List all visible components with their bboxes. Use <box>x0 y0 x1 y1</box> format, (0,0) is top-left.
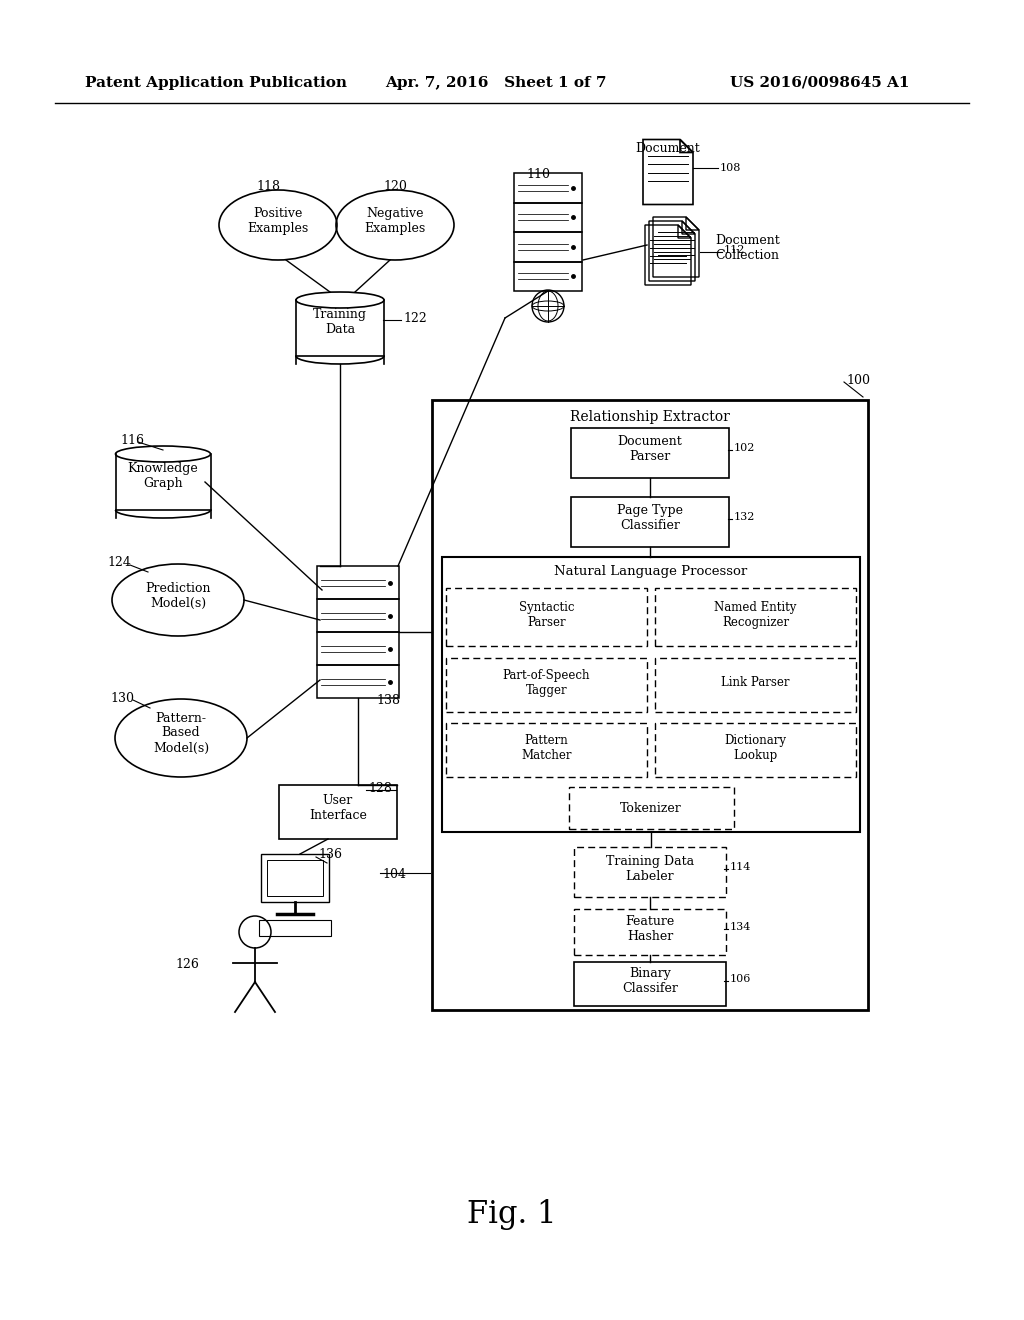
Bar <box>446 723 647 777</box>
Bar <box>514 261 582 290</box>
Text: 120: 120 <box>383 181 407 194</box>
Text: Pattern-
Based
Model(s): Pattern- Based Model(s) <box>153 711 209 755</box>
Bar <box>571 498 729 546</box>
Text: 102: 102 <box>734 444 756 453</box>
Text: 110: 110 <box>526 168 550 181</box>
Text: Document
Collection: Document Collection <box>715 234 779 261</box>
Text: 126: 126 <box>175 958 199 972</box>
Text: 118: 118 <box>256 181 280 194</box>
Text: Binary
Classifer: Binary Classifer <box>622 968 678 995</box>
Text: Link Parser: Link Parser <box>721 676 790 689</box>
Bar <box>514 173 582 202</box>
Bar <box>574 909 726 954</box>
Text: 108: 108 <box>720 162 741 173</box>
Text: Training
Data: Training Data <box>313 308 367 337</box>
Text: User
Interface: User Interface <box>309 795 367 822</box>
Text: 124: 124 <box>106 557 131 569</box>
Bar <box>655 587 856 645</box>
Text: Pattern
Matcher: Pattern Matcher <box>521 734 571 762</box>
Bar <box>446 587 647 645</box>
Text: Document: Document <box>636 141 700 154</box>
Text: Tokenizer: Tokenizer <box>621 803 682 816</box>
Bar <box>432 400 868 1010</box>
Text: 106: 106 <box>730 974 752 983</box>
Text: Syntactic
Parser: Syntactic Parser <box>519 601 574 630</box>
Bar <box>574 962 726 1006</box>
Bar <box>514 232 582 261</box>
Text: 132: 132 <box>734 512 756 521</box>
Text: Prediction
Model(s): Prediction Model(s) <box>145 582 211 610</box>
Text: Document
Parser: Document Parser <box>617 436 682 463</box>
Text: 104: 104 <box>382 869 406 882</box>
Text: 116: 116 <box>120 433 144 446</box>
Bar <box>574 847 726 898</box>
Bar <box>317 599 399 632</box>
Bar <box>655 723 856 777</box>
Text: Training Data
Labeler: Training Data Labeler <box>606 855 694 883</box>
Text: 122: 122 <box>403 312 427 325</box>
Text: 136: 136 <box>318 849 342 862</box>
Bar <box>655 657 856 711</box>
Text: Relationship Extractor: Relationship Extractor <box>570 411 730 424</box>
Text: Patent Application Publication: Patent Application Publication <box>85 77 347 90</box>
Text: Knowledge
Graph: Knowledge Graph <box>128 462 199 490</box>
Text: Feature
Hasher: Feature Hasher <box>626 915 675 942</box>
Bar <box>446 657 647 711</box>
Text: 100: 100 <box>846 374 870 387</box>
Text: 134: 134 <box>730 921 752 932</box>
Text: Apr. 7, 2016   Sheet 1 of 7: Apr. 7, 2016 Sheet 1 of 7 <box>385 77 606 90</box>
Text: Positive
Examples: Positive Examples <box>248 207 308 235</box>
Text: 138: 138 <box>376 693 400 706</box>
Text: 112: 112 <box>724 246 745 255</box>
Text: Fig. 1: Fig. 1 <box>467 1200 557 1230</box>
Text: Named Entity
Recognizer: Named Entity Recognizer <box>715 601 797 630</box>
Bar <box>317 566 399 599</box>
Text: Natural Language Processor: Natural Language Processor <box>554 565 748 578</box>
Text: US 2016/0098645 A1: US 2016/0098645 A1 <box>730 77 909 90</box>
Text: 130: 130 <box>110 692 134 705</box>
Text: Negative
Examples: Negative Examples <box>365 207 426 235</box>
Text: Dictionary
Lookup: Dictionary Lookup <box>725 734 786 762</box>
Bar <box>279 785 397 840</box>
Text: Part-of-Speech
Tagger: Part-of-Speech Tagger <box>503 669 590 697</box>
Text: 114: 114 <box>730 862 752 873</box>
Bar <box>571 428 729 478</box>
Text: Page Type
Classifier: Page Type Classifier <box>617 504 683 532</box>
Bar <box>317 632 399 665</box>
Bar <box>317 665 399 698</box>
Bar <box>267 861 323 896</box>
Bar <box>568 787 733 829</box>
Bar <box>261 854 329 902</box>
Bar <box>514 202 582 232</box>
Text: 128: 128 <box>368 781 392 795</box>
Bar <box>442 557 860 832</box>
Bar <box>259 920 331 936</box>
